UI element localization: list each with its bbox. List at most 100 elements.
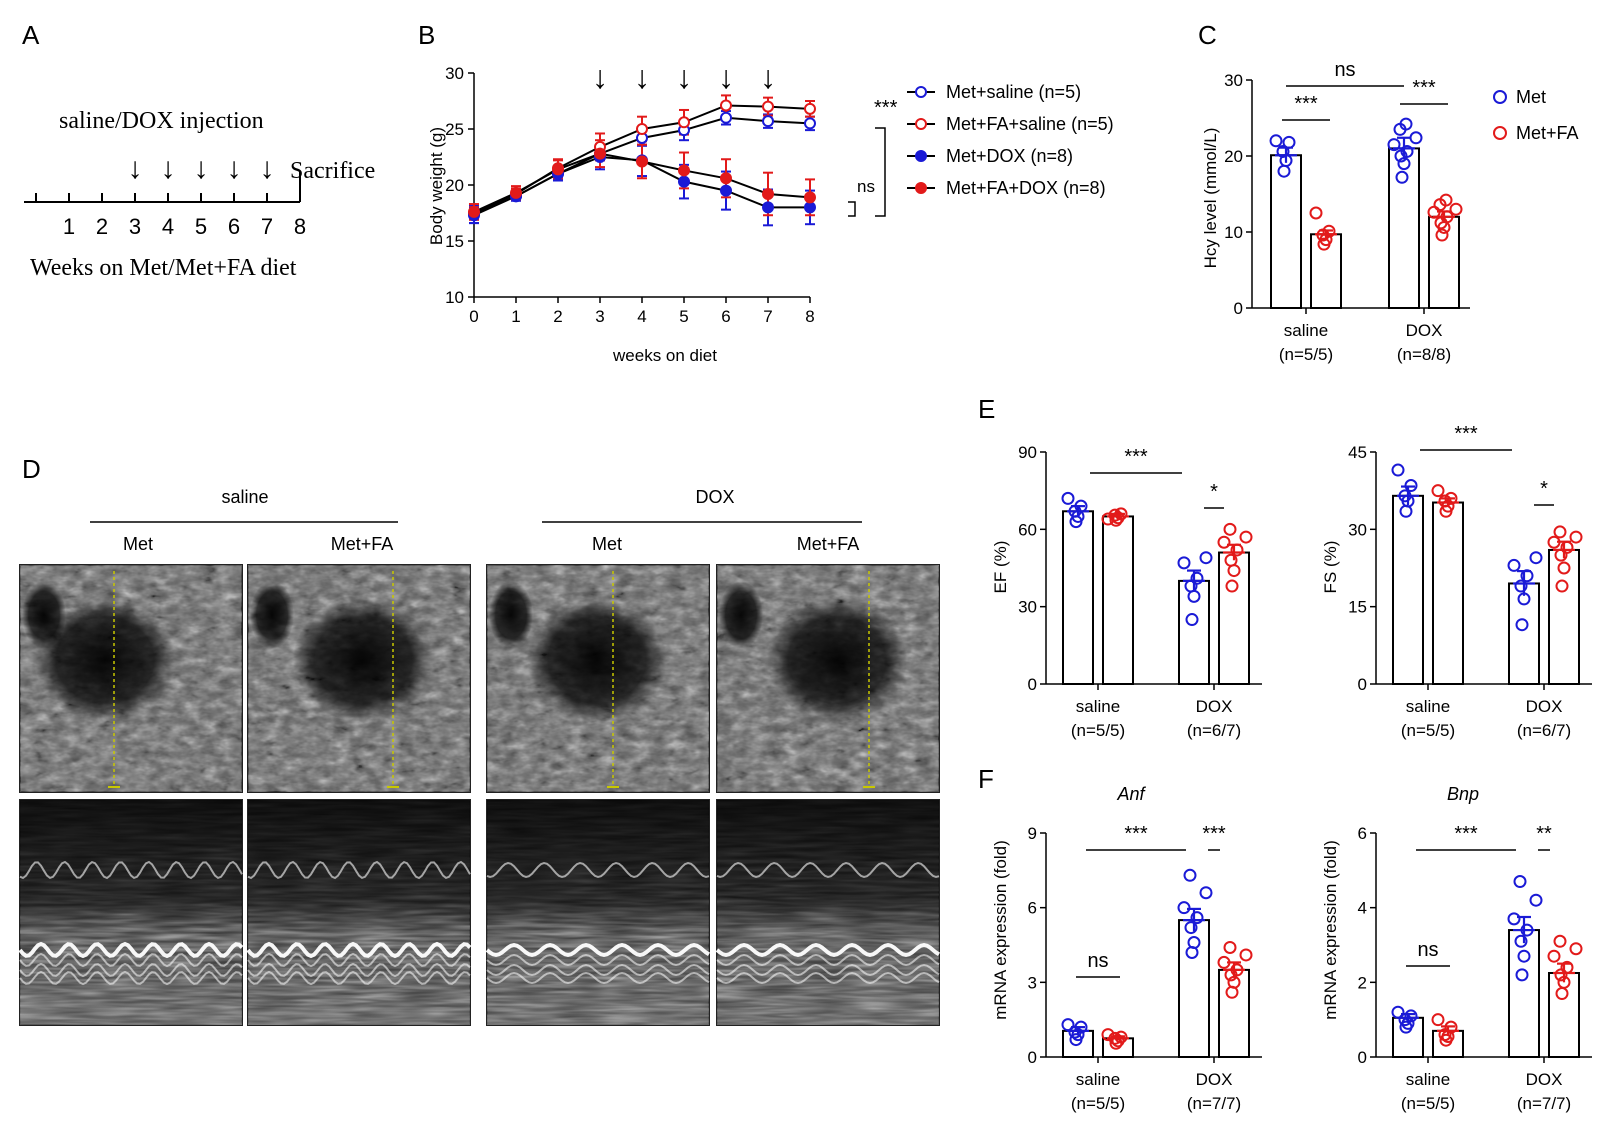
panel-letter-b: B [418,20,435,50]
echo-col-1: Met [123,534,153,554]
y-tick-label: 9 [1028,824,1037,843]
data-point [1114,1030,1128,1044]
c-y-axis-label: Hcy level (mmol/L) [1201,128,1220,269]
b-x-tick-label: 8 [805,307,814,326]
echo-mmode-shade [717,800,939,1025]
echo-mmode-wall [246,941,472,959]
x-category-label: saline [1406,1070,1450,1089]
significance-label: *** [1202,823,1226,845]
b-data-point [720,172,732,185]
anf-chart: Anf mRNA expression (fold) 0 3 6 9 saline (n=… [991,784,1262,1113]
x-category-label: DOX [1526,1070,1563,1089]
b-injection-arrow-icon: ↓ [676,59,692,95]
b-x-tick-label: 3 [595,307,604,326]
x-category-label: DOX [1526,697,1563,716]
timeline-sacrifice-label: Sacrifice [290,158,375,184]
x-category-n: (n=6/7) [1517,721,1571,740]
data-point [1190,911,1204,925]
data-point [1071,1028,1085,1042]
data-point [1444,1020,1458,1034]
b-data-point [636,155,648,168]
echo-group-saline: saline [221,487,268,507]
e2-y-axis-label: FS (%) [1321,541,1340,594]
x-category-n: (n=5/5) [1401,1094,1455,1113]
data-point [1404,479,1418,493]
data-point [1309,206,1323,220]
x-category-n: (n=5/5) [1071,721,1125,740]
echo-cavity [527,598,667,722]
data-point [1409,131,1423,145]
data-point [1555,579,1569,593]
echo-col-2: Met+FA [331,534,394,554]
b-x-tick-label: 1 [511,307,520,326]
y-tick-label: 90 [1018,443,1037,462]
timeline-tick-label: 5 [195,214,207,239]
significance-label: *** [1294,93,1318,115]
data-point [1553,934,1567,948]
data-point [1444,491,1458,505]
bar [1178,579,1210,686]
panel-letter-e: E [978,394,995,424]
echo-cavity [767,598,907,722]
b-legend-marker [915,118,927,130]
data-point [1515,968,1529,982]
data-point [1404,1009,1418,1023]
data-point [1529,551,1543,565]
bar [1218,968,1250,1059]
timeline-header: saline/DOX injection [59,108,264,134]
b-data-point [720,99,732,112]
echo-mmode-wall [18,941,244,959]
c-legend-marker [1493,90,1507,104]
bar [1178,919,1210,1058]
data-point [1190,571,1204,585]
x-category-label: DOX [1406,321,1443,340]
significance-label: *** [1454,423,1478,445]
data-point [1282,135,1296,149]
data-point [1395,170,1409,184]
x-category-n: (n=8/8) [1397,345,1451,364]
e1-y-axis-label: EF (%) [991,541,1010,594]
data-point [1230,543,1244,557]
data-point [1111,1034,1125,1048]
significance-label: *** [1412,77,1436,99]
data-point [1223,522,1237,536]
b-data-point [762,187,774,200]
data-point [1276,144,1290,158]
data-point [1061,1018,1075,1032]
x-category-n: (n=7/7) [1187,1094,1241,1113]
data-point [1391,463,1405,477]
data-point [1401,1016,1415,1030]
bar [1270,154,1302,309]
panel-letter-a: A [22,20,40,50]
b-x-tick-label: 4 [637,307,646,326]
y-tick-label: 0 [1234,299,1243,318]
data-point [1529,893,1543,907]
panel-letter-f: F [978,764,994,794]
echo-mmode-wall [716,963,940,977]
panel-letter-c: C [1198,20,1217,50]
c-legend-label: Met+FA [1516,123,1579,143]
b-legend-label: Met+FA+saline (n=5) [946,114,1114,134]
echo-mmode-shade [20,800,242,1025]
b-y-tick-label: 20 [445,176,464,195]
data-point [1431,484,1445,498]
timeline-tick-label: 4 [162,214,174,239]
y-tick-label: 30 [1018,598,1037,617]
echocardiography-panel: saline DOX Met Met+FA Met Met+FA [18,487,941,1026]
y-tick-label: 60 [1018,520,1037,539]
bar [1548,972,1580,1058]
echo-cavity-secondary [489,581,533,649]
echo-mmode-wall [716,953,940,967]
echo-col-3: Met [592,534,622,554]
b-y-tick-label: 30 [445,64,464,83]
y-tick-label: 30 [1348,520,1367,539]
x-category-label: saline [1284,321,1328,340]
data-point [1185,613,1199,627]
data-point [1435,228,1449,242]
b-injection-arrow-icon: ↓ [634,59,650,95]
data-point [1223,940,1237,954]
data-point [1217,535,1231,549]
y-tick-label: 10 [1224,223,1243,242]
data-point [1560,960,1574,974]
